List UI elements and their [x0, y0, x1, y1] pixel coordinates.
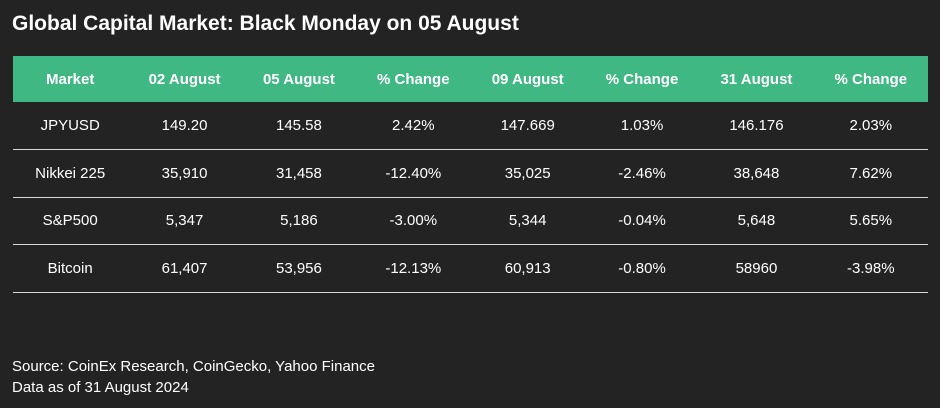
- table-cell: 145.58: [275, 117, 322, 134]
- table-cell: 149.20: [161, 117, 208, 134]
- table-row-sp500: S&P500 5,347 5,186 -3.00% 5,344 -0.04% 5…: [13, 197, 928, 245]
- table-cell: 60,913: [504, 259, 551, 277]
- table-cell: -3.00%: [389, 212, 438, 230]
- header-market: Market: [46, 70, 95, 88]
- table-cell: 35,025: [504, 164, 551, 182]
- source-line: Source: CoinEx Research, CoinGecko, Yaho…: [12, 358, 375, 375]
- header-02-august: 02 August: [148, 70, 221, 88]
- header-pct-change-2: % Change: [605, 70, 679, 88]
- table-cell: Bitcoin: [47, 259, 93, 277]
- market-table: Market 02 August 05 August % Change 09 A…: [13, 56, 928, 293]
- table-cell: 7.62%: [849, 164, 893, 182]
- table-cell: 5,648: [737, 212, 776, 230]
- table-cell: -3.98%: [847, 259, 895, 277]
- header-05-august: 05 August: [262, 70, 335, 88]
- table-row-jpyusd: JPYUSD 149.20 145.58 2.42% 147.669 1.03%…: [13, 102, 928, 150]
- table-cell: 5,186: [280, 212, 318, 230]
- table-cell: -0.04%: [618, 212, 666, 230]
- table-cell: Nikkei 225: [35, 164, 106, 182]
- table-cell: 35,910: [161, 164, 208, 182]
- chart-title: Global Capital Market: Black Monday on 0…: [12, 12, 519, 35]
- table-header-row: Market 02 August 05 August % Change 09 A…: [13, 56, 928, 102]
- source-note: Source: CoinEx Research, CoinGecko, Yaho…: [12, 356, 375, 398]
- data-date-line: Data as of 31 August 2024: [12, 379, 189, 396]
- table-cell: 5,347: [165, 212, 204, 230]
- table-cell: 31,458: [275, 164, 322, 182]
- header-pct-change-3: % Change: [834, 70, 908, 88]
- header-31-august: 31 August: [720, 70, 793, 88]
- table-cell: 146.176: [729, 117, 784, 134]
- table-cell: S&P500: [42, 212, 98, 230]
- table-cell: 61,407: [161, 259, 208, 277]
- header-pct-change-1: % Change: [377, 70, 450, 88]
- table-cell: -0.80%: [618, 259, 666, 277]
- table-row-bitcoin: Bitcoin 61,407 53,956 -12.13% 60,913 -0.…: [13, 245, 928, 292]
- table-cell: 53,956: [275, 259, 322, 277]
- table-cell: 5,344: [508, 212, 547, 230]
- table-cell: -12.40%: [385, 164, 442, 182]
- table-row-nikkei-225: Nikkei 225 35,910 31,458 -12.40% 35,025 …: [13, 150, 928, 197]
- table-cell: 1.03%: [620, 117, 664, 134]
- table-cell: 58960: [735, 259, 778, 277]
- table-cell: -12.13%: [385, 259, 442, 277]
- table-cell: 5.65%: [849, 212, 893, 230]
- table-cell: 2.03%: [849, 117, 893, 134]
- header-09-august: 09 August: [491, 70, 564, 88]
- table-cell: 147.669: [500, 117, 555, 134]
- table-cell: 38,648: [733, 164, 780, 182]
- table-cell: JPYUSD: [40, 117, 100, 134]
- table-cell: -2.46%: [618, 164, 666, 182]
- table-cell: 2.42%: [392, 117, 435, 134]
